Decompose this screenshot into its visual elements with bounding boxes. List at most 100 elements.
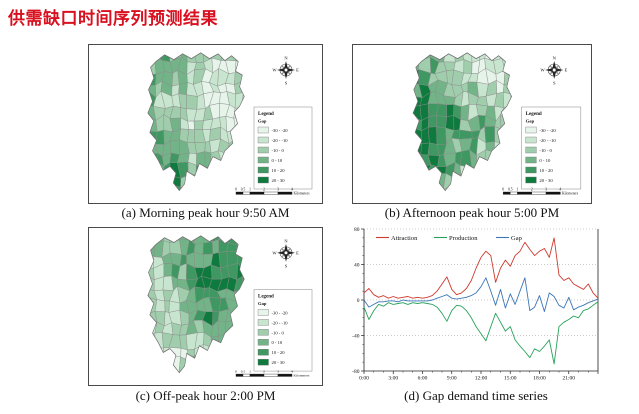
svg-text:0: 0 — [235, 370, 237, 374]
gap-time-series-chart: 80 40 0 -40 -80 0:00 3:00 6:00 9:00 12:00 15:00 18:… — [350, 226, 602, 386]
compass-rose-icon: N E S W — [540, 55, 567, 85]
svg-text:Kilometers: Kilometers — [562, 191, 579, 195]
svg-text:Gap: Gap — [526, 120, 535, 125]
chart-legend: Attraction Production Gap — [376, 235, 522, 242]
svg-text:1: 1 — [517, 188, 519, 192]
svg-text:1: 1 — [249, 370, 251, 374]
svg-text:S: S — [285, 81, 288, 86]
svg-text:1: 1 — [249, 188, 251, 192]
svg-text:0: 0 — [357, 298, 360, 304]
chart-canvas: 80 40 0 -40 -800:00 3:00 6:00 9:00 12:00 15:00 18:… — [352, 227, 599, 382]
svg-text:Kilometers: Kilometers — [294, 191, 311, 195]
svg-text:Production: Production — [449, 235, 478, 242]
svg-text:N: N — [284, 55, 288, 60]
districts-layer — [147, 52, 245, 192]
svg-text:Attraction: Attraction — [391, 235, 418, 242]
svg-text:Gap: Gap — [258, 301, 267, 306]
svg-text:S: S — [553, 81, 556, 86]
svg-text:10 - 20: 10 - 20 — [272, 350, 286, 355]
svg-text:-10 - 0: -10 - 0 — [539, 149, 552, 154]
svg-text:Legend: Legend — [258, 112, 274, 117]
svg-text:3:00: 3:00 — [388, 376, 398, 382]
map-legend: Legend Gap -30 - -20 -20 - -10 -10 - 0 0 - 10… — [521, 106, 582, 190]
svg-text:18:00: 18:00 — [533, 376, 546, 382]
svg-text:2: 2 — [263, 188, 265, 192]
compass-rose-icon: N E S W — [272, 55, 299, 85]
svg-text:Legend: Legend — [258, 295, 274, 300]
svg-text:-30 - -20: -30 - -20 — [272, 128, 289, 133]
svg-text:4: 4 — [291, 370, 293, 374]
svg-text:20 - 30: 20 - 30 — [272, 178, 286, 183]
svg-text:-10 - 0: -10 - 0 — [272, 330, 285, 335]
svg-text:0.5: 0.5 — [241, 188, 246, 192]
svg-text:-80: -80 — [352, 369, 360, 375]
caption-off-peak: (c) Off-peak hour 2:00 PM — [135, 388, 276, 403]
svg-text:Kilometers: Kilometers — [294, 373, 311, 377]
svg-text:-10 - 0: -10 - 0 — [272, 148, 285, 153]
caption-time-series: (d) Gap demand time series — [404, 388, 548, 403]
svg-text:Gap: Gap — [258, 119, 267, 124]
svg-text:0: 0 — [235, 188, 237, 192]
svg-text:0 - 10: 0 - 10 — [272, 158, 283, 163]
svg-text:0 - 10: 0 - 10 — [272, 340, 283, 345]
svg-text:-20 - -10: -20 - -10 — [272, 138, 289, 143]
svg-text:0 - 10: 0 - 10 — [539, 159, 551, 164]
svg-text:W: W — [272, 250, 277, 255]
svg-text:S: S — [285, 263, 288, 268]
svg-text:12:00: 12:00 — [475, 376, 488, 382]
svg-text:9:00: 9:00 — [447, 376, 457, 382]
page-title: 供需缺口时间序列预测结果 — [8, 9, 218, 28]
svg-text:2: 2 — [531, 188, 533, 192]
map-panel-morning-peak: N E S W Legend Gap -30 - -20 -20 - -10 -10 - 0 0 … — [88, 44, 323, 204]
svg-text:4: 4 — [291, 188, 293, 192]
map-legend: Legend Gap -30 - -20 -20 - -10 -10 - 0 0 - 10… — [253, 106, 313, 190]
svg-text:0.5: 0.5 — [508, 188, 513, 192]
districts-layer — [147, 235, 245, 374]
map-canvas: N E S W Legend Gap -30 - -20 -20 - -10 -10 - 0 0 … — [147, 52, 313, 196]
svg-text:2: 2 — [263, 370, 265, 374]
series-attraction — [363, 237, 599, 299]
svg-text:20 - 30: 20 - 30 — [539, 179, 553, 184]
map-canvas: N E S W Legend Gap -30 - -20 -20 - -10 -10 - 0 0 … — [412, 52, 582, 196]
districts-layer — [412, 52, 512, 192]
svg-text:4: 4 — [559, 188, 561, 192]
svg-text:6:00: 6:00 — [418, 376, 428, 382]
svg-text:E: E — [296, 68, 299, 73]
svg-text:W: W — [272, 68, 277, 73]
svg-text:20 - 30: 20 - 30 — [272, 360, 286, 365]
series-gap — [363, 277, 599, 312]
svg-text:N: N — [553, 55, 557, 60]
svg-text:-30 - -20: -30 - -20 — [272, 310, 289, 315]
svg-text:0.5: 0.5 — [241, 370, 246, 374]
caption-afternoon-peak: (b) Afternoon peak hour 5:00 PM — [384, 205, 560, 220]
svg-text:3: 3 — [277, 370, 279, 374]
svg-text:E: E — [565, 68, 568, 73]
svg-text:Legend: Legend — [526, 111, 542, 117]
svg-text:E: E — [296, 250, 299, 255]
svg-text:0: 0 — [502, 188, 504, 192]
compass-rose-icon: N E S W — [272, 238, 299, 268]
map-panel-afternoon-peak: N E S W Legend Gap -30 - -20 -20 - -10 -10 - 0 0 … — [352, 44, 592, 204]
svg-text:10 - 20: 10 - 20 — [539, 169, 553, 174]
svg-text:10 - 20: 10 - 20 — [272, 168, 286, 173]
svg-text:21:00: 21:00 — [562, 376, 575, 382]
svg-text:0:00: 0:00 — [359, 376, 369, 382]
svg-text:3: 3 — [545, 188, 547, 192]
svg-text:N: N — [284, 238, 288, 243]
svg-text:-30 - -20: -30 - -20 — [539, 129, 556, 134]
svg-text:-40: -40 — [352, 333, 360, 339]
svg-text:80: 80 — [354, 227, 360, 233]
svg-text:3: 3 — [277, 188, 279, 192]
svg-text:-20 - -10: -20 - -10 — [539, 139, 556, 144]
series-production — [363, 301, 599, 365]
svg-text:W: W — [540, 68, 545, 73]
map-panel-off-peak: N E S W Legend Gap -30 - -20 -20 - -10 -10 - 0 0 … — [88, 227, 323, 386]
svg-text:Gap: Gap — [511, 235, 522, 242]
svg-text:40: 40 — [354, 262, 360, 268]
caption-morning-peak: (a) Morning peak hour 9:50 AM — [121, 205, 290, 220]
